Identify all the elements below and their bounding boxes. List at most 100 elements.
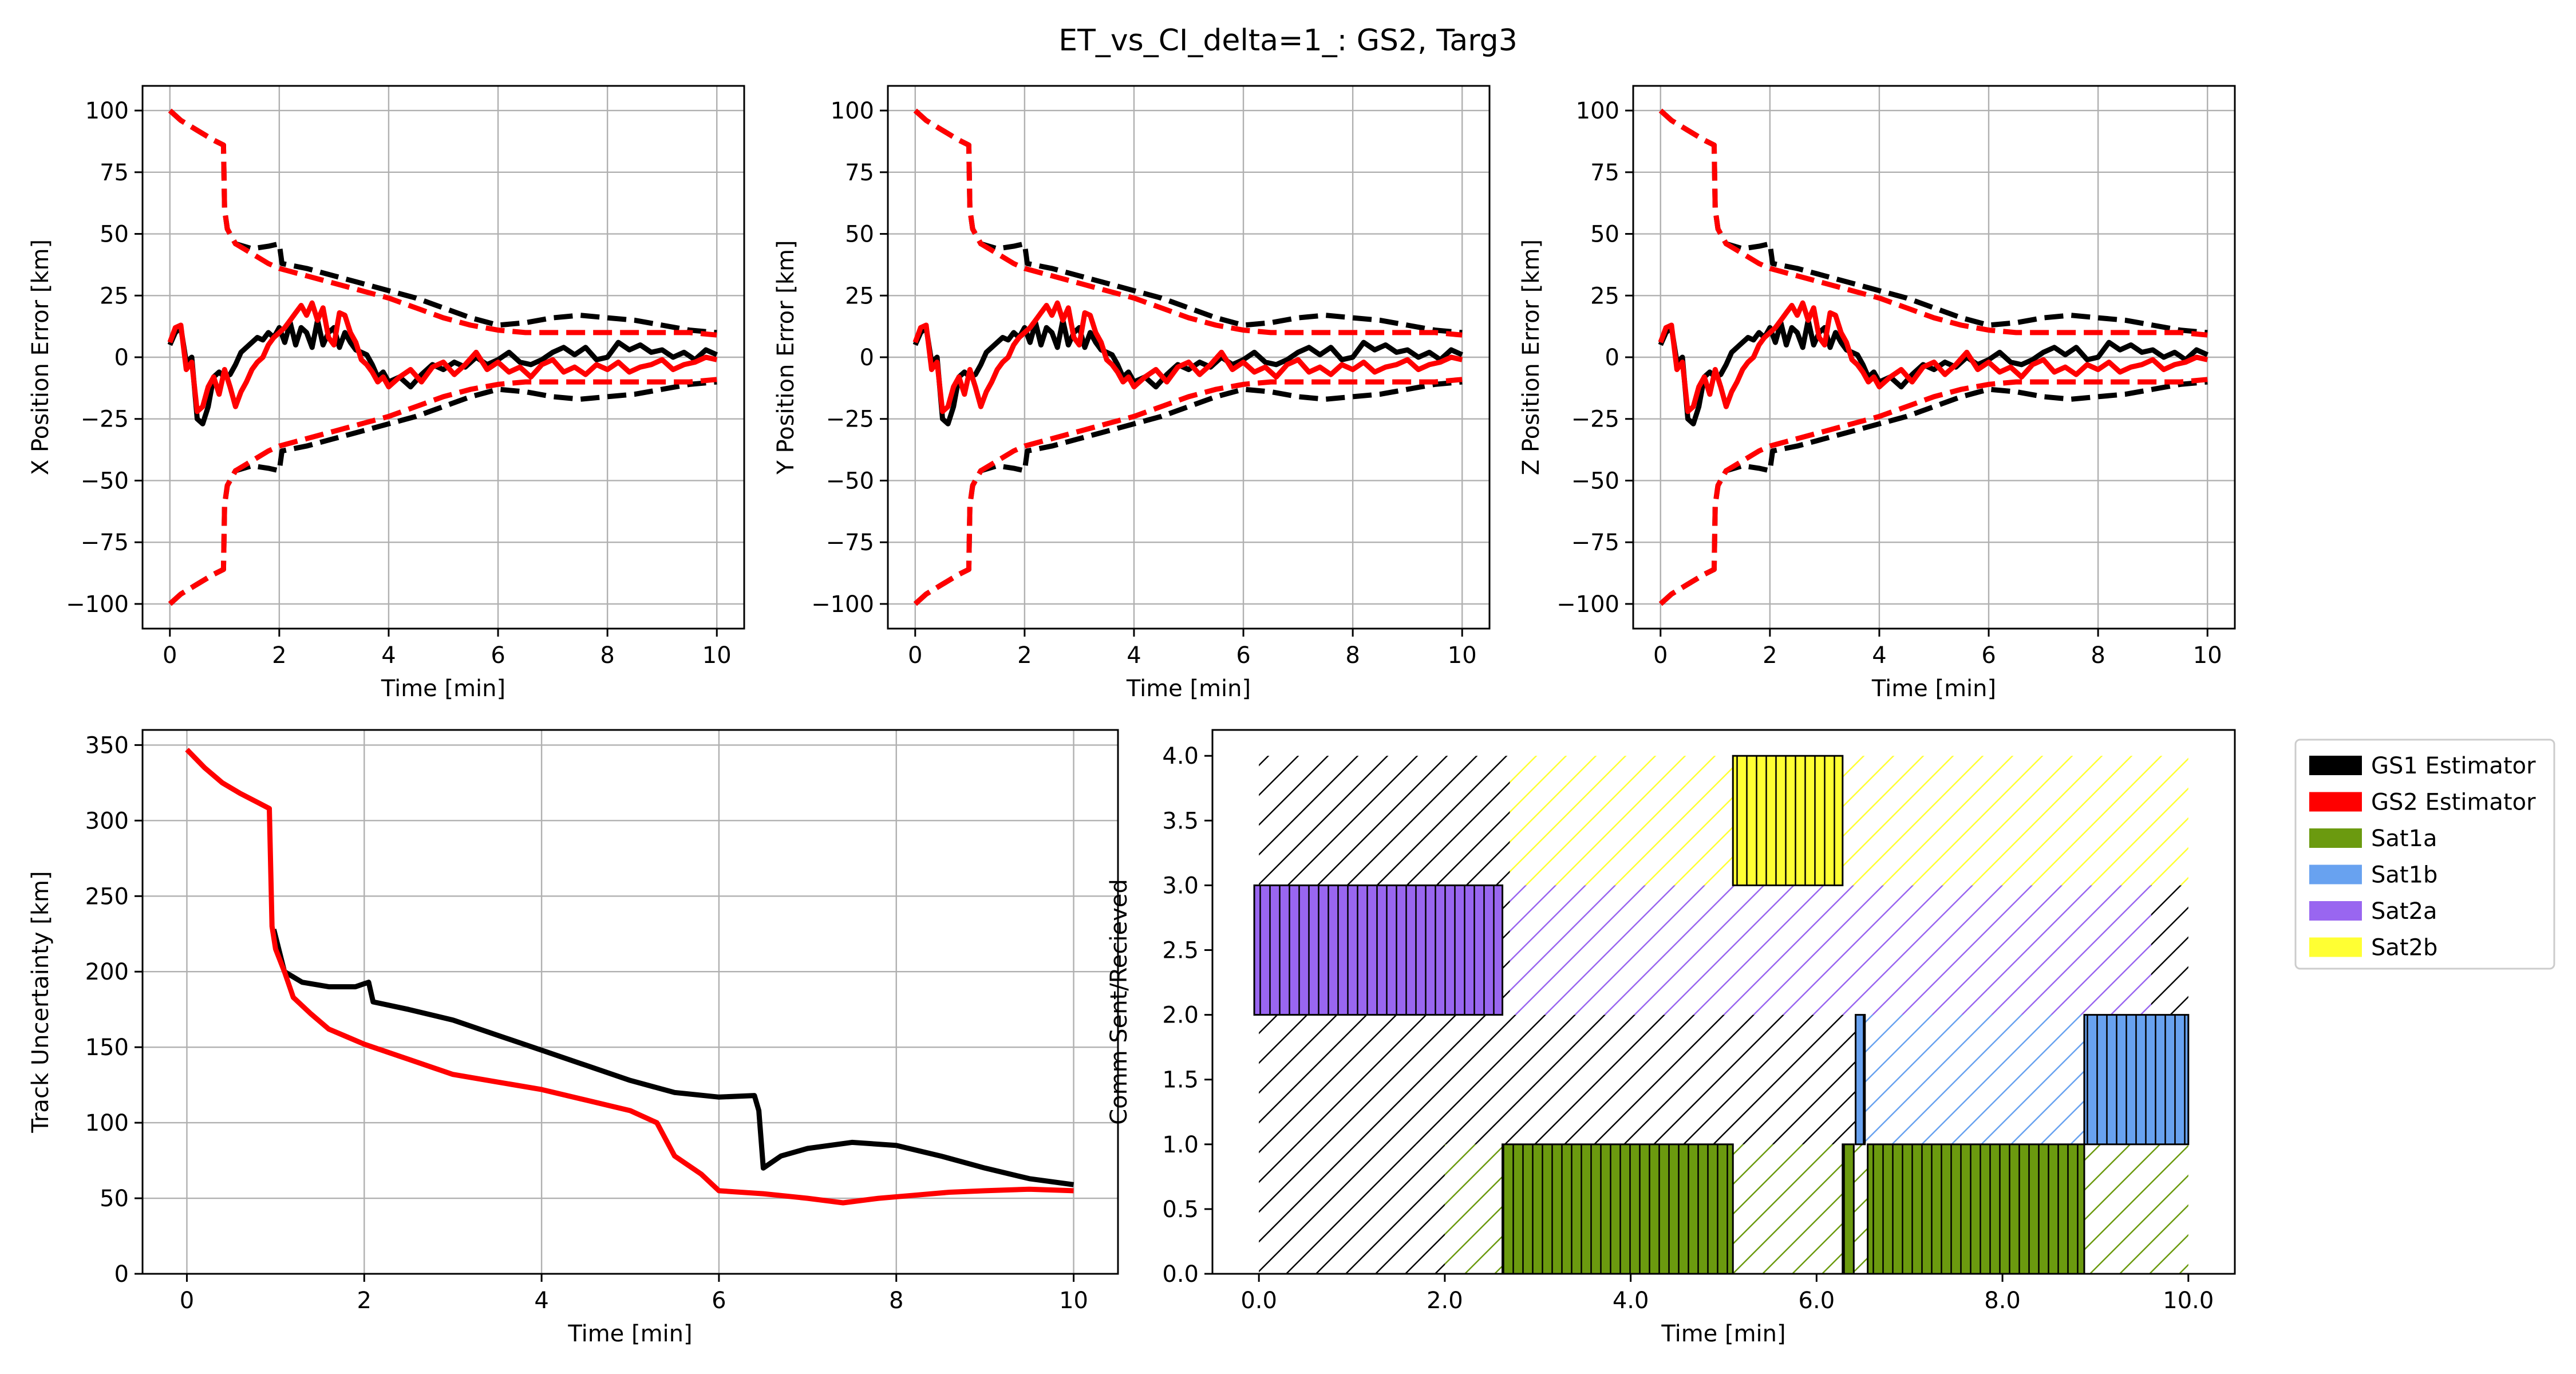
bar-sat2a — [1253, 884, 1504, 1016]
legend-swatch-gs2 — [2309, 792, 2362, 812]
hatched-region-gs1 — [2151, 885, 2188, 1015]
legend-label: GS2 Estimator — [2371, 789, 2536, 816]
y-tick-label: 50 — [1590, 222, 1619, 248]
axes-frame — [1211, 729, 2236, 1275]
legend-swatch-sat2b — [2309, 937, 2362, 957]
y-tick-label: −75 — [1571, 530, 1619, 556]
x-tick-label: 6 — [1236, 642, 1250, 669]
y-tick-label: 100 — [831, 98, 874, 124]
bar-sat1b — [2083, 1014, 2190, 1146]
x-tick-label: 8 — [2091, 642, 2105, 669]
bar-sat1a — [1867, 1143, 2085, 1274]
y-tick-label: 50 — [845, 222, 874, 248]
y-axis-label: Y Position Error [km] — [773, 240, 799, 475]
plot-2: 0 2 4 6 8 10 −100 −75 −50 −25 0 25 50 75 100 Time [min]… — [773, 85, 1491, 702]
y-tick-label: −50 — [1571, 468, 1619, 494]
y-tick-label: −100 — [1556, 591, 1619, 618]
hatched-region-gs1 — [1259, 1014, 1863, 1144]
x-tick-label: 0.0 — [1240, 1288, 1277, 1314]
x-tick-label: 10.0 — [2163, 1288, 2214, 1314]
x-tick-label: 10 — [1448, 642, 1477, 669]
y-tick-label: 25 — [100, 283, 129, 309]
y-tick-label: −75 — [81, 530, 129, 556]
y-tick-label: −75 — [826, 530, 874, 556]
y-tick-label: −50 — [826, 468, 874, 494]
x-tick-label: 6 — [712, 1288, 726, 1314]
x-tick-label: 0 — [180, 1288, 194, 1314]
x-tick-label: 6.0 — [1799, 1288, 1835, 1314]
y-tick-label: 1.5 — [1162, 1067, 1199, 1093]
y-tick-label: 25 — [845, 283, 874, 309]
x-axis-label: Time [min] — [1661, 1321, 1785, 1347]
series-line-gs2-dashed — [913, 108, 1463, 338]
y-axis-label: Track Uncertainty [km] — [27, 871, 54, 1133]
legend-label: GS1 Estimator — [2371, 753, 2536, 779]
x-tick-label: 8 — [600, 642, 614, 669]
hatched-region-gs1 — [1259, 756, 1510, 886]
series-line-gs2-solid — [185, 748, 1074, 1206]
series-line-gs2-solid — [912, 300, 1463, 414]
y-axis-label: Z Position Error [km] — [1518, 239, 1544, 475]
y-tick-label: 75 — [100, 160, 129, 186]
plot-1: 0 2 4 6 8 10 −100 −75 −50 −25 0 25 50 75 100 Time [min]… — [27, 85, 745, 702]
plot-3: 0 2 4 6 8 10 −100 −75 −50 −25 0 25 50 75 100 Time [min]… — [1518, 85, 2236, 702]
legend-swatch-sat1b — [2309, 864, 2362, 885]
hatched-region-gs1 — [1259, 1144, 1445, 1274]
data-layer — [167, 108, 718, 606]
x-axis-label: Time [min] — [567, 1321, 692, 1347]
y-tick-label: 50 — [100, 222, 129, 248]
series-line-gs2-solid — [1658, 300, 2208, 414]
y-tick-label: 4.0 — [1162, 743, 1199, 769]
x-tick-label: 2 — [357, 1288, 372, 1314]
axes-frame — [141, 729, 1119, 1275]
x-tick-label: 8 — [1345, 642, 1360, 669]
y-tick-label: 1.0 — [1162, 1132, 1199, 1158]
x-tick-label: 4 — [534, 1288, 548, 1314]
y-tick-label: −25 — [1571, 406, 1619, 433]
y-axis-label: Comm Sent/Recieved — [1106, 879, 1132, 1125]
y-tick-label: 0 — [114, 345, 129, 371]
x-tick-label: 0 — [908, 642, 922, 669]
legend-label: Sat2a — [2371, 898, 2437, 925]
y-tick-label: 100 — [85, 98, 129, 124]
y-axis-label: X Position Error [km] — [27, 239, 54, 475]
series-line-gs2-dashed — [1658, 377, 2208, 606]
y-tick-label: 200 — [85, 959, 129, 985]
y-tick-label: 50 — [100, 1186, 129, 1212]
series-line-gs2-dashed — [168, 108, 717, 338]
series-line-gs2-dashed — [168, 377, 717, 606]
y-tick-label: 2.5 — [1162, 938, 1199, 964]
legend-swatch-sat2a — [2309, 901, 2362, 921]
y-tick-label: 250 — [85, 883, 129, 910]
legend-label: Sat1a — [2371, 826, 2437, 852]
y-tick-label: 3.5 — [1162, 808, 1199, 834]
x-tick-label: 4.0 — [1613, 1288, 1649, 1314]
x-tick-label: 10 — [702, 642, 732, 669]
y-tick-label: 0 — [114, 1261, 129, 1288]
y-tick-label: −100 — [811, 591, 874, 618]
bar-sat1a — [1502, 1143, 1734, 1274]
x-tick-label: 2.0 — [1427, 1288, 1463, 1314]
y-tick-label: −100 — [66, 591, 129, 618]
x-axis-label: Time [min] — [1871, 676, 1996, 702]
y-tick-label: 0.5 — [1162, 1197, 1199, 1223]
x-tick-label: 6 — [1981, 642, 1996, 669]
series-line-gs2-dashed — [1658, 108, 2208, 338]
y-tick-label: 100 — [85, 1110, 129, 1136]
y-tick-label: −50 — [81, 468, 129, 494]
data-layer — [912, 108, 1464, 606]
legend-swatch-gs1 — [2309, 756, 2362, 775]
y-tick-label: 150 — [85, 1035, 129, 1061]
data-layer — [1658, 108, 2209, 606]
x-tick-label: 0 — [1653, 642, 1668, 669]
y-tick-label: 2.0 — [1162, 1002, 1199, 1029]
x-tick-label: 4 — [381, 642, 396, 669]
hatched-region-sat2b — [1510, 756, 2188, 886]
y-tick-label: 3.0 — [1162, 872, 1199, 899]
legend-label: Sat2b — [2371, 935, 2437, 961]
legend-swatch-sat1a — [2309, 828, 2362, 848]
x-tick-label: 10 — [2193, 642, 2222, 669]
bar-sat2b — [1732, 755, 1844, 886]
x-tick-label: 2 — [1017, 642, 1032, 669]
